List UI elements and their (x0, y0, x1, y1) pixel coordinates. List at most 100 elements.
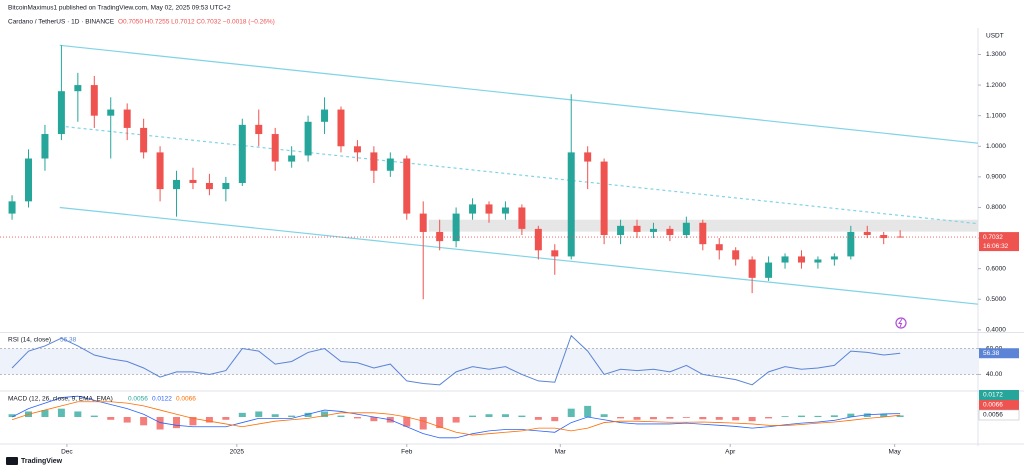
macd-hist-value: 0.0056 (128, 396, 148, 403)
candle-body (353, 146, 361, 153)
histogram-bar (238, 412, 246, 417)
candle-body (649, 228, 657, 232)
hist-badge: 0.0056 (983, 412, 1003, 419)
channel-line (59, 125, 979, 225)
candle-body (205, 182, 213, 190)
candle-body (25, 158, 33, 202)
rsi-band (0, 348, 978, 375)
candle-body (370, 152, 378, 171)
candle-body (123, 109, 131, 128)
histogram-bar (781, 416, 789, 417)
candle-body (781, 256, 789, 263)
histogram-bar (567, 408, 575, 417)
histogram-bar (863, 413, 871, 417)
histogram-bar (534, 417, 542, 420)
candle-body (863, 231, 871, 236)
candle-body (173, 179, 181, 190)
candle-body (830, 256, 838, 260)
histogram-bar (107, 417, 115, 420)
y-tick-label: 1.3000 (986, 51, 1006, 58)
histogram-bar (847, 413, 855, 417)
histogram-bar (140, 417, 148, 426)
hist-badge-bg (978, 409, 1020, 421)
histogram-bar (288, 415, 296, 417)
x-tick-label: Dec (61, 449, 73, 456)
alert-icon-bolt (898, 318, 903, 328)
pane-title: RSI (14, close) (8, 337, 51, 344)
histogram-bar (419, 417, 427, 430)
alert-icon[interactable] (895, 317, 907, 329)
histogram-bar (814, 415, 822, 417)
candle-body (699, 222, 707, 245)
histogram-bar (896, 415, 904, 417)
x-tick-label: Apr (725, 449, 736, 456)
brand-name: TradingView (21, 458, 63, 465)
candle-body (518, 207, 526, 229)
histogram-bar (682, 417, 690, 418)
histogram-bar (518, 415, 526, 417)
candle-body (534, 228, 542, 251)
rsi-line (11, 334, 901, 386)
histogram-bar (633, 417, 641, 420)
histogram-bar (321, 411, 329, 417)
y-tick-label: 1.2000 (986, 82, 1006, 89)
candle-body (238, 124, 246, 183)
candle-body (847, 231, 855, 257)
histogram-bar (205, 417, 213, 423)
histogram-bar (765, 417, 773, 419)
candle-body (732, 250, 740, 260)
macd-axis-badge-bg (979, 390, 1019, 400)
candle-body (633, 225, 641, 232)
histogram-bar (649, 417, 657, 420)
candle-body (469, 204, 477, 214)
histogram-bar (617, 417, 625, 419)
histogram-bar (403, 417, 411, 427)
channel-line (59, 206, 979, 305)
histogram-bar (469, 415, 477, 417)
candle-body (41, 134, 49, 159)
candle-body (715, 244, 723, 251)
candle-body (765, 262, 773, 278)
histogram-bar (732, 417, 740, 421)
y-tick-label: 0.9000 (986, 174, 1006, 181)
candle-body (748, 259, 756, 278)
histogram-bar (600, 414, 608, 417)
histogram-bar (90, 415, 98, 417)
histogram-bar (337, 415, 345, 417)
candle-body (551, 250, 559, 257)
histogram-bar (485, 414, 493, 417)
candle-body (156, 152, 164, 190)
candle-body (337, 109, 345, 147)
histogram-bar (271, 414, 279, 417)
histogram-bar (584, 405, 592, 417)
y-tick-label: 0.6000 (986, 265, 1006, 272)
candle-body (8, 201, 16, 214)
candle-body (419, 213, 427, 232)
y-tick-label: 0.8000 (986, 204, 1006, 211)
histogram-bar (8, 414, 16, 417)
brand-logo (6, 457, 18, 465)
histogram-bar (189, 417, 197, 426)
macd-line (11, 395, 901, 439)
candle-body (140, 127, 148, 153)
candle-body (682, 222, 690, 236)
candle-body (501, 207, 509, 214)
bar-countdown: 16:06:32 (983, 243, 1009, 250)
candle-body (666, 228, 674, 236)
signal-badge-bg (979, 400, 1019, 410)
candle-body (90, 85, 98, 116)
histogram-bar (304, 412, 312, 417)
candle-body (189, 179, 197, 183)
candle-body (321, 109, 329, 122)
y-tick-label: 40.00 (986, 371, 1003, 378)
y-axis-unit: USDT (986, 33, 1004, 40)
candle-body (584, 152, 592, 162)
candle-body (74, 85, 82, 92)
candle-body (271, 134, 279, 162)
histogram-bar (666, 417, 674, 419)
histogram-bar (353, 417, 361, 419)
signal-badge: 0.0066 (983, 402, 1003, 409)
publisher-line: BitcoinMaximus1 published on TradingView… (8, 5, 231, 12)
candle-body (880, 235, 888, 239)
histogram-bar (156, 417, 164, 430)
